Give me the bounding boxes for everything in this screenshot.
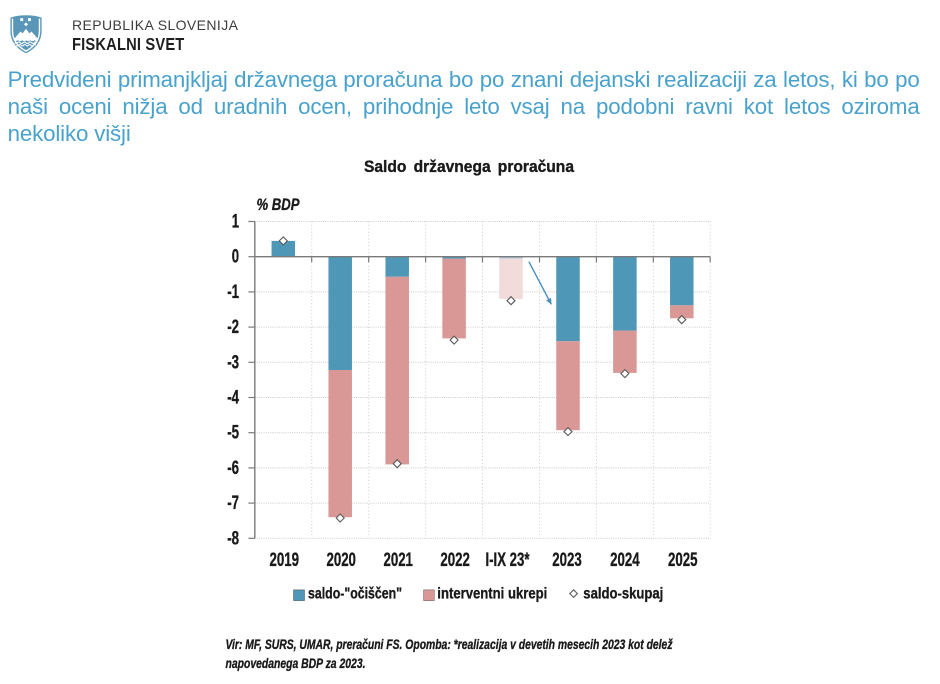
svg-text:2023: 2023: [552, 549, 582, 571]
svg-text:2021: 2021: [383, 549, 413, 571]
svg-text:2019: 2019: [270, 549, 300, 571]
svg-text:-7: -7: [227, 493, 239, 514]
svg-text:2025: 2025: [668, 549, 698, 571]
svg-text:0: 0: [232, 247, 239, 268]
svg-text:saldo-"očiščen": saldo-"očiščen": [308, 585, 402, 602]
svg-text:saldo-skupaj: saldo-skupaj: [583, 585, 663, 602]
svg-text:Vir: MF, SURS, UMAR, preračuni: Vir: MF, SURS, UMAR, preračuni FS. Opomb…: [226, 637, 674, 653]
svg-text:-2: -2: [227, 317, 239, 338]
svg-text:-8: -8: [227, 528, 239, 549]
svg-text:-1: -1: [227, 282, 239, 303]
svg-text:-3: -3: [227, 352, 239, 373]
svg-text:interventni ukrepi: interventni ukrepi: [437, 585, 547, 602]
svg-text:-5: -5: [227, 423, 239, 444]
svg-text:2024: 2024: [610, 549, 640, 571]
svg-text:1: 1: [232, 212, 240, 233]
svg-text:-4: -4: [227, 388, 239, 409]
svg-text:Saldo državnega proračuna: Saldo državnega proračuna: [364, 158, 575, 176]
svg-text:-6: -6: [227, 458, 239, 479]
svg-text:% BDP: % BDP: [257, 195, 301, 214]
svg-text:napovedanega BDP za 2023.: napovedanega BDP za 2023.: [226, 656, 366, 672]
svg-text:2020: 2020: [326, 549, 356, 571]
svg-text:I-IX 23*: I-IX 23*: [486, 549, 530, 571]
svg-text:2022: 2022: [440, 549, 470, 571]
